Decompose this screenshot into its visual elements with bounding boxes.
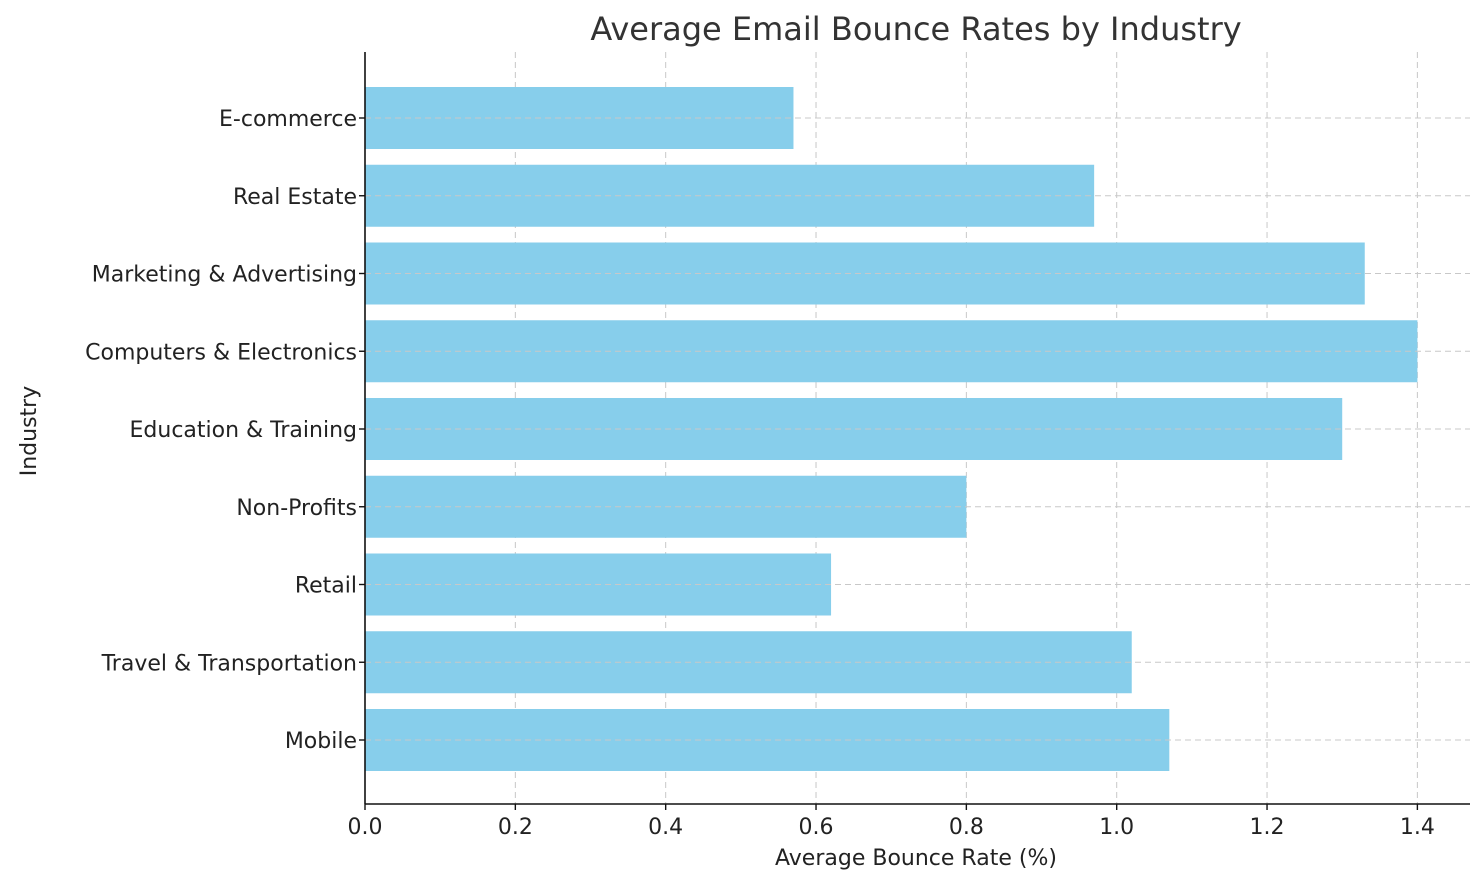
y-tick-label-2: Marketing & Advertising [92,263,357,288]
y-tick-labels: E-commerce Real Estate Marketing & Adverti… [85,107,365,754]
x-tick-label-0: 0.0 [348,815,383,840]
x-tick-label-1: 0.2 [498,815,533,840]
y-tick-label-7: Travel & Transportation [101,651,357,676]
chart-title: Average Email Bounce Rates by Industry [590,10,1241,48]
y-tick-label-0: E-commerce [219,107,357,132]
y-tick-label-4: Education & Training [130,418,357,443]
x-tick-label-5: 1.0 [1099,815,1134,840]
y-tick-label-1: Real Estate [233,185,357,210]
y-tick-label-8: Mobile [285,729,357,754]
x-tick-label-2: 0.4 [648,815,683,840]
y-tick-label-3: Computers & Electronics [85,340,357,365]
x-tick-label-7: 1.4 [1400,815,1435,840]
axes [364,52,1470,805]
x-tick-labels: 0.0 0.2 0.4 0.6 0.8 1.0 1.2 1.4 [348,804,1435,840]
x-tick-label-3: 0.6 [799,815,834,840]
y-tick-label-5: Non-Profits [236,496,357,521]
x-tick-label-4: 0.8 [949,815,984,840]
x-tick-label-6: 1.2 [1250,815,1285,840]
bar-2 [365,242,1365,305]
x-axis-label: Average Bounce Rate (%) [775,846,1057,871]
y-axis-label: Industry [17,386,42,477]
y-tick-label-6: Retail [295,574,357,599]
